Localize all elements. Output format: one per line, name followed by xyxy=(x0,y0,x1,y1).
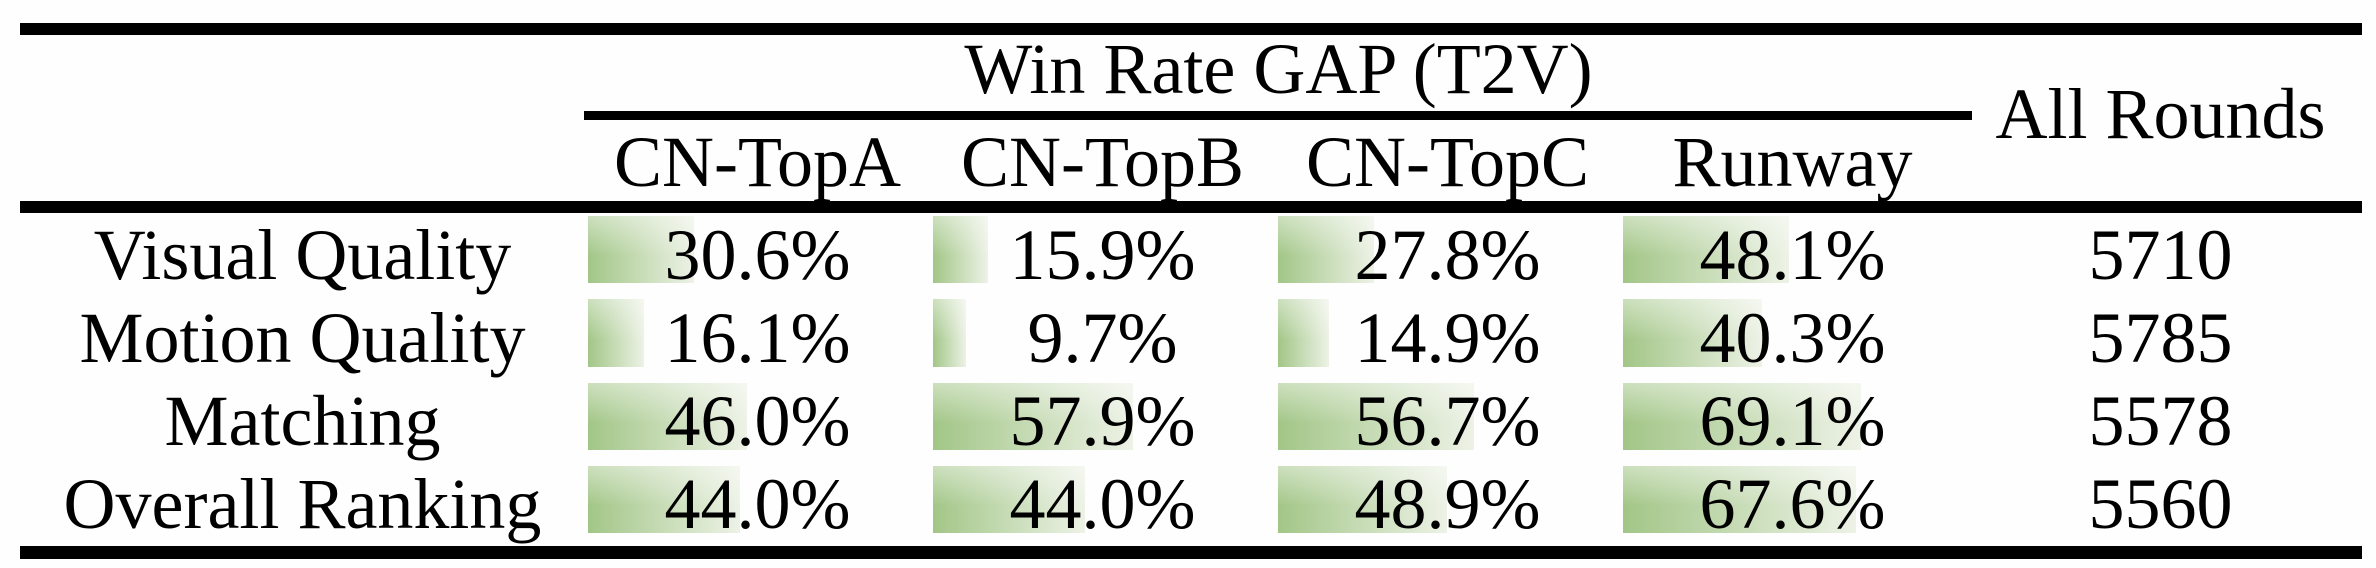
win-rate-bar xyxy=(588,382,747,450)
row-label-visual-quality: Visual Quality xyxy=(93,214,512,295)
column-header-all-rounds: All Rounds xyxy=(1995,74,2326,154)
win-rate-value: 48.9% xyxy=(1354,464,1541,545)
row-label-matching: Matching xyxy=(164,381,441,462)
win-rate-bar xyxy=(588,299,644,367)
all-rounds-value: 5785 xyxy=(2088,297,2233,378)
win-rate-value: 46.0% xyxy=(664,381,851,462)
win-rate-cell: 40.3% xyxy=(1620,296,1965,379)
win-rate-cell: 56.7% xyxy=(1275,380,1620,463)
win-rate-value: 40.3% xyxy=(1699,297,1886,378)
win-rate-cell: 27.8% xyxy=(1275,213,1620,296)
win-rate-bar xyxy=(588,216,694,284)
win-rate-value: 56.7% xyxy=(1354,381,1541,462)
win-rate-cell: 9.7% xyxy=(930,296,1275,379)
win-rate-value: 57.9% xyxy=(1009,381,1196,462)
all-rounds-value: 5560 xyxy=(2088,464,2233,545)
win-rate-bar xyxy=(933,465,1085,533)
win-rate-value: 67.6% xyxy=(1699,464,1886,545)
win-rate-bar xyxy=(1278,299,1330,367)
win-rate-value: 44.0% xyxy=(1009,464,1196,545)
win-rate-bar xyxy=(1278,216,1374,284)
group-header-underline-rule xyxy=(584,111,1972,120)
win-rate-value: 27.8% xyxy=(1354,214,1541,295)
win-rate-bar xyxy=(1623,382,1862,450)
win-rate-bar xyxy=(1278,382,1474,450)
table-top-rule xyxy=(20,23,2362,35)
column-header-cn-topa: CN-TopA xyxy=(614,122,901,202)
win-rate-value: 69.1% xyxy=(1699,381,1886,462)
win-rate-bar xyxy=(1623,299,1763,367)
row-label-motion-quality: Motion Quality xyxy=(79,297,526,378)
group-header-win-rate-gap: Win Rate GAP (T2V) xyxy=(964,29,1593,109)
win-rate-bar xyxy=(1278,465,1447,533)
row-label-overall-ranking: Overall Ranking xyxy=(63,464,542,545)
win-rate-cell: 16.1% xyxy=(585,296,930,379)
win-rate-bar xyxy=(588,465,740,533)
win-rate-bar xyxy=(933,382,1133,450)
win-rate-value: 48.1% xyxy=(1699,214,1886,295)
win-rate-cell: 48.1% xyxy=(1620,213,1965,296)
win-rate-cell: 14.9% xyxy=(1275,296,1620,379)
win-rate-value: 30.6% xyxy=(664,214,851,295)
win-rate-value: 14.9% xyxy=(1354,297,1541,378)
win-rate-value: 9.7% xyxy=(1027,297,1178,378)
header-bottom-rule xyxy=(20,201,2362,213)
column-header-cn-topb: CN-TopB xyxy=(961,122,1244,202)
win-rate-cell: 30.6% xyxy=(585,213,930,296)
win-rate-cell: 48.9% xyxy=(1275,463,1620,546)
win-rate-value: 15.9% xyxy=(1009,214,1196,295)
win-rate-cell: 44.0% xyxy=(585,463,930,546)
all-rounds-value: 5578 xyxy=(2088,381,2233,462)
win-rate-bar xyxy=(1623,465,1857,533)
win-rate-cell: 44.0% xyxy=(930,463,1275,546)
win-rate-cell: 46.0% xyxy=(585,380,930,463)
win-rate-cell: 57.9% xyxy=(930,380,1275,463)
table-bottom-rule xyxy=(20,546,2362,559)
column-header-runway: Runway xyxy=(1672,122,1913,202)
win-rate-cell: 15.9% xyxy=(930,213,1275,296)
win-rate-bar xyxy=(933,299,967,367)
win-rate-cell: 69.1% xyxy=(1620,380,1965,463)
win-rate-bar xyxy=(1623,216,1789,284)
win-rate-cell: 67.6% xyxy=(1620,463,1965,546)
win-rate-value: 16.1% xyxy=(664,297,851,378)
all-rounds-value: 5710 xyxy=(2088,214,2233,295)
table-body: Visual Quality 30.6% 15.9% 27.8% 48.1% 5… xyxy=(20,213,2356,546)
win-rate-value: 44.0% xyxy=(664,464,851,545)
column-header-cn-topc: CN-TopC xyxy=(1306,122,1589,202)
win-rate-bar xyxy=(933,216,988,284)
